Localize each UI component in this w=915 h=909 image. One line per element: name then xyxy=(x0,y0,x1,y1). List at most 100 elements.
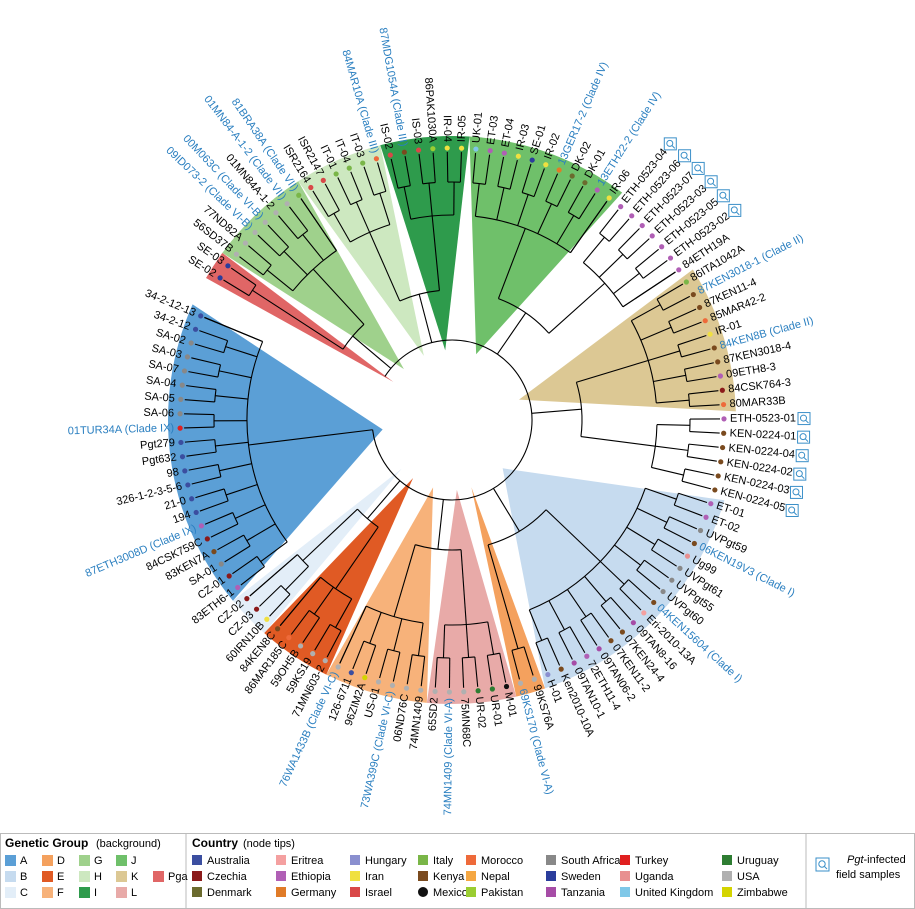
branch xyxy=(689,431,720,434)
field-sample-italic: Pgt xyxy=(847,854,864,866)
tip-node xyxy=(629,213,635,219)
country-name: USA xyxy=(737,871,760,883)
branch xyxy=(648,350,680,362)
branch xyxy=(230,267,257,286)
tip-label: UR-01 xyxy=(487,694,504,727)
branch xyxy=(248,435,324,446)
tip-node xyxy=(569,173,575,179)
country-name: South Africa xyxy=(561,855,621,867)
branch xyxy=(535,637,548,644)
branch xyxy=(376,162,387,192)
icon-lens xyxy=(795,470,803,478)
branch xyxy=(225,484,258,496)
branch xyxy=(590,612,610,638)
branch xyxy=(688,390,719,395)
branch xyxy=(678,492,708,503)
country-swatch xyxy=(350,887,360,897)
branch xyxy=(509,159,518,190)
branch xyxy=(537,203,552,235)
tip-node xyxy=(712,487,718,493)
branch xyxy=(373,190,387,196)
branch xyxy=(302,508,358,562)
group-name: G xyxy=(94,855,103,867)
branch xyxy=(681,348,711,358)
field-sample-icon xyxy=(691,161,705,175)
tip-node xyxy=(531,676,537,682)
tip-node xyxy=(273,210,279,216)
branch xyxy=(644,559,669,579)
branch xyxy=(302,234,324,261)
branch xyxy=(674,504,703,517)
branch xyxy=(280,585,291,595)
tip-node xyxy=(703,514,709,520)
tip-node xyxy=(660,588,666,595)
legend-title: Country xyxy=(192,836,238,850)
field-sample-label: field samples xyxy=(836,869,901,881)
group-name: Pga xyxy=(168,871,188,883)
tip-label: 75MN68C xyxy=(458,697,472,747)
country-swatch xyxy=(466,871,476,881)
icon-lens xyxy=(799,433,807,441)
field-sample-icon xyxy=(815,857,830,872)
country-name: United Kingdom xyxy=(635,887,713,899)
icon-handle xyxy=(671,145,676,149)
tip-node xyxy=(320,177,326,183)
tip-node xyxy=(556,167,562,173)
branch xyxy=(656,283,684,300)
branch xyxy=(199,330,228,342)
tip-label: 80MAR33B xyxy=(729,395,786,410)
country-swatch xyxy=(466,887,476,897)
branch xyxy=(651,466,684,476)
tip-node xyxy=(618,204,624,210)
branch xyxy=(214,439,217,453)
branch xyxy=(582,236,605,263)
field-sample-icon xyxy=(728,203,742,217)
group-wedge xyxy=(298,145,424,356)
branch xyxy=(688,443,719,448)
branch xyxy=(432,152,436,183)
tip-node xyxy=(233,251,239,257)
tip-label: 65SD2 xyxy=(427,697,441,731)
tree-branches xyxy=(184,152,721,688)
field-sample-icon xyxy=(678,149,692,163)
tip-node xyxy=(721,416,727,422)
branch xyxy=(630,320,657,403)
field-sample-icon xyxy=(795,449,809,463)
country-name: Israel xyxy=(365,887,392,899)
tip-node xyxy=(582,180,588,186)
branch xyxy=(622,271,676,308)
field-sample-icon xyxy=(704,175,718,189)
branch xyxy=(618,228,640,251)
tip-node xyxy=(322,658,328,664)
group-name: B xyxy=(20,871,27,883)
branch xyxy=(545,509,601,562)
icon-lens xyxy=(680,151,688,159)
branch xyxy=(235,504,266,519)
tip-node xyxy=(217,275,223,281)
country-swatch xyxy=(350,855,360,865)
branch xyxy=(352,335,392,369)
tip-node xyxy=(487,148,493,154)
field-sample-icon xyxy=(663,137,677,151)
country-swatch xyxy=(722,855,732,865)
group-swatch xyxy=(79,855,90,866)
branch xyxy=(688,393,691,407)
branch xyxy=(677,344,683,358)
branch xyxy=(437,499,444,550)
branch xyxy=(528,609,543,641)
group-swatch xyxy=(116,887,127,898)
branch xyxy=(278,215,299,239)
icon-lens xyxy=(719,191,727,199)
branch xyxy=(636,507,668,523)
tip-node xyxy=(177,411,183,417)
tip-node xyxy=(179,454,186,460)
country-name: Mexico xyxy=(433,887,468,899)
group-swatch xyxy=(116,855,127,866)
branch xyxy=(608,218,630,242)
branch xyxy=(508,616,519,649)
tip-node xyxy=(717,373,724,379)
country-name: Sweden xyxy=(561,871,601,883)
branch xyxy=(558,626,571,634)
tip-node xyxy=(189,496,195,502)
branch xyxy=(232,556,258,575)
